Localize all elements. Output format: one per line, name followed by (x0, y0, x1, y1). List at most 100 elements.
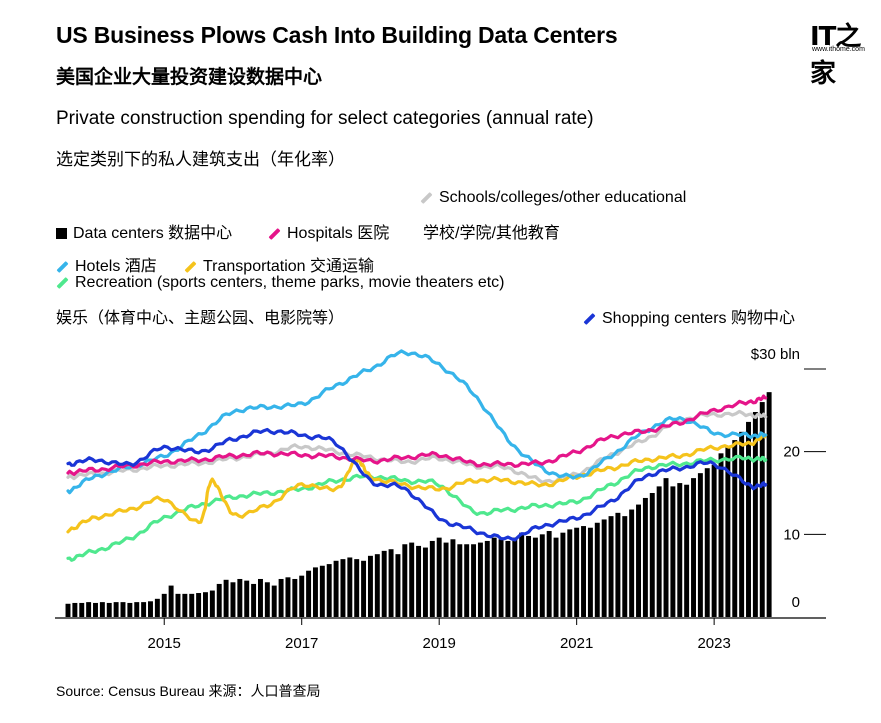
gridlines (804, 368, 826, 535)
data-centers-bar-icon (56, 228, 67, 240)
data-center-bar (422, 547, 428, 617)
data-center-bar (477, 542, 483, 617)
data-center-bar (299, 575, 305, 617)
data-center-bar (670, 486, 676, 617)
legend-label-schools-cn: 学校/学院/其他教育 (423, 225, 560, 242)
data-center-bar (216, 583, 222, 617)
data-center-bar (429, 540, 435, 617)
data-center-bar (656, 486, 662, 617)
data-center-bar (182, 593, 188, 617)
data-center-bar (161, 593, 167, 617)
data-center-bar (581, 526, 587, 617)
data-center-bar (484, 540, 490, 617)
x-tick-label: 2023 (697, 635, 730, 652)
data-center-bar (636, 504, 641, 617)
data-center-bar (567, 529, 573, 617)
data-center-bar (189, 593, 195, 617)
y-tick-label: 20 (783, 444, 800, 461)
data-center-bar (99, 602, 105, 617)
data-center-bar (168, 585, 174, 617)
data-center-bar (711, 464, 717, 617)
chart-title: US Business Plows Cash Into Building Dat… (56, 22, 618, 48)
data-center-bar (553, 537, 559, 617)
y-axis-labels: 0 10 20 $30 bln (751, 346, 800, 611)
source-note: Source: Census Bureau 来源：人口普查局 (56, 683, 321, 699)
data-center-bar (113, 602, 119, 617)
data-center-bar (436, 537, 442, 617)
data-center-bar (532, 537, 538, 617)
legend-item-data-centers: Data centers 数据中心 (56, 219, 232, 243)
data-center-bar (409, 542, 415, 617)
data-center-bar (230, 582, 236, 617)
series-line-hospitals (66, 394, 768, 477)
data-center-bar (237, 578, 243, 617)
data-center-bar (175, 593, 181, 617)
x-axis: 2015 2017 2019 2021 2023 (55, 617, 826, 652)
legend-label-hospitals: Hospitals 医院 (287, 225, 390, 242)
data-center-bar (746, 421, 751, 617)
data-center-bar (72, 602, 78, 617)
data-center-bar (677, 483, 683, 617)
data-center-bar (752, 411, 758, 617)
data-center-bar (127, 602, 133, 617)
data-center-bar (464, 544, 470, 617)
legend-label-transportation: Transportation 交通运输 (203, 258, 375, 275)
data-center-bar (539, 534, 545, 617)
series-lines (66, 349, 768, 562)
data-center-bar (264, 582, 270, 617)
data-center-bar (663, 478, 669, 617)
data-center-bar (257, 578, 263, 617)
data-center-bar (203, 592, 208, 617)
data-center-bar (649, 493, 655, 617)
data-center-bar (601, 519, 607, 617)
data-center-bar (326, 564, 332, 617)
data-center-bar (402, 544, 408, 617)
data-center-bar (759, 402, 765, 617)
data-center-bar (306, 570, 312, 617)
data-center-bar (374, 554, 380, 617)
data-center-bar (354, 559, 360, 617)
legend-label-recreation-cn: 娱乐（体育中心、主题公园、电影院等） (56, 310, 345, 327)
data-center-bar (519, 532, 525, 617)
legend-item-schools: Schools/colleges/other educational (420, 189, 686, 207)
data-center-bar (333, 560, 339, 617)
data-center-bar (642, 497, 648, 617)
data-center-bar (381, 550, 387, 617)
legend-item-hotels: Hotels 酒店 (56, 252, 157, 276)
legend-label-schools: Schools/colleges/other educational (439, 189, 687, 206)
data-center-bar (292, 578, 298, 617)
legend-item-shopping: Shopping centers 购物中心 (583, 304, 795, 328)
data-center-bar (148, 601, 153, 617)
data-center-bar (766, 392, 772, 617)
data-center-bar (285, 577, 291, 617)
data-center-bar (505, 540, 511, 617)
data-center-bar (622, 516, 628, 617)
logo-url: www.ithome.com (812, 46, 865, 53)
legend-label-data-centers: Data centers 数据中心 (73, 225, 233, 242)
data-center-bar (560, 532, 566, 617)
data-center-bar (93, 602, 98, 617)
data-center-bar (574, 527, 580, 617)
data-center-bar (629, 509, 635, 617)
data-center-bar (312, 567, 318, 617)
data-center-bar (244, 580, 250, 617)
x-tick-label: 2015 (148, 635, 181, 652)
y-tick-label: 0 (792, 594, 800, 611)
data-center-bar (443, 542, 449, 617)
data-center-bar (141, 602, 147, 617)
legend-label-recreation: Recreation (sports centers, theme parks,… (75, 274, 505, 291)
series-line-shopping-centers (66, 427, 768, 542)
data-center-bar (79, 602, 85, 617)
data-center-bar (512, 537, 518, 617)
y-tick-label: $30 bln (751, 346, 800, 363)
ithome-logo: IT之家 www.ithome.com (810, 16, 866, 89)
data-center-bar (65, 603, 71, 617)
data-center-bar (367, 555, 373, 617)
data-center-bar (498, 539, 504, 617)
data-center-bar (587, 527, 593, 617)
data-center-bar (86, 602, 92, 617)
y-tick-label: 10 (783, 526, 800, 543)
data-center-bar (416, 545, 422, 617)
series-line-schools-colleges-other-educational (66, 409, 768, 484)
